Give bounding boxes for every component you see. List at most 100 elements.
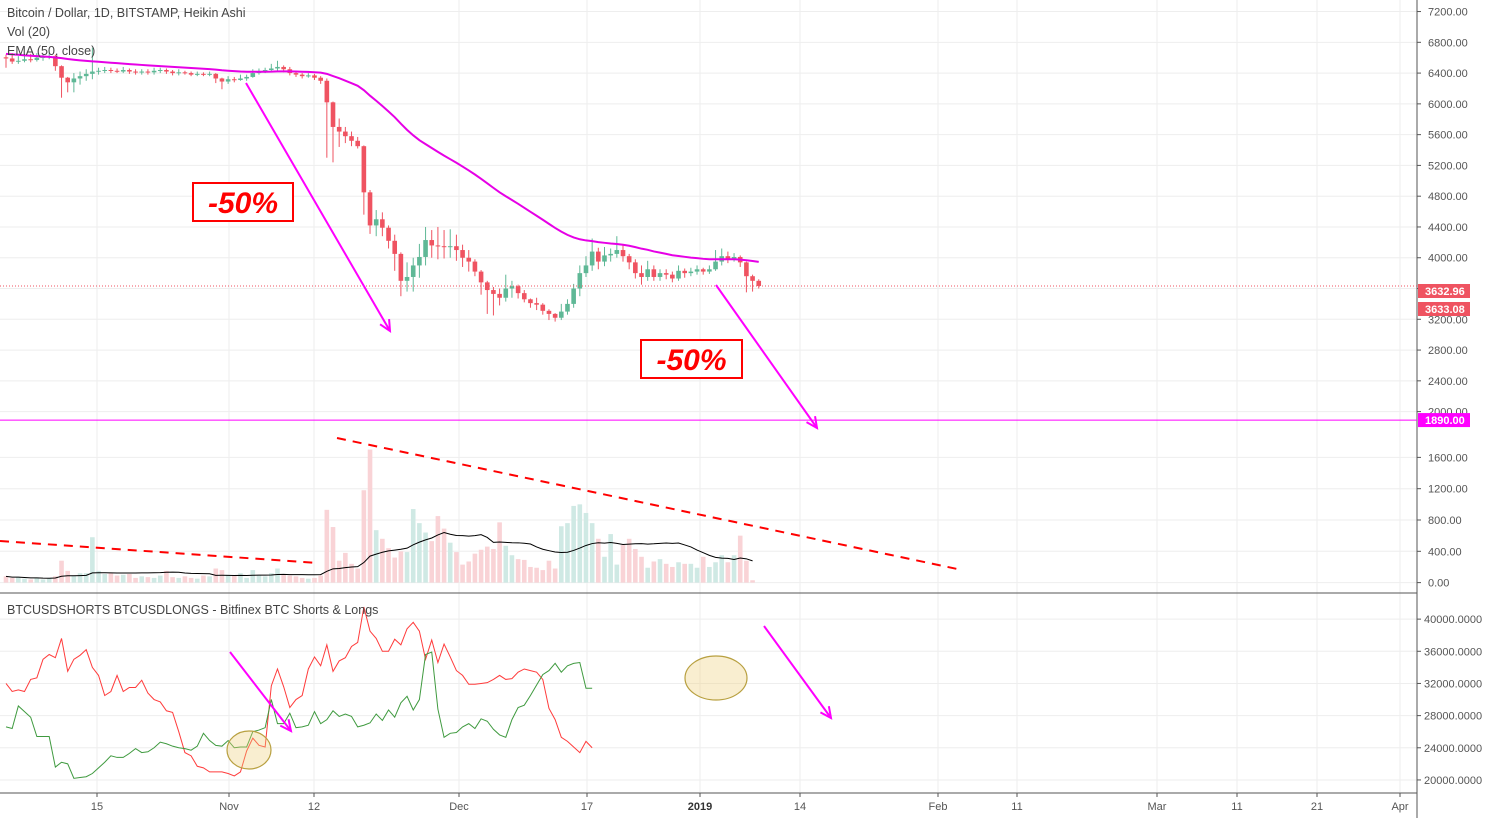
candle-body <box>213 73 219 79</box>
candle-body <box>441 246 447 248</box>
volume-bar <box>312 577 317 583</box>
volume-bar <box>521 559 527 583</box>
candle-body <box>497 293 502 298</box>
volume-bar <box>676 562 681 583</box>
volume-bar <box>207 576 212 583</box>
annotation-2: -50% <box>640 339 743 379</box>
volume-bar <box>435 516 441 583</box>
volume-bar <box>589 523 595 583</box>
candle-body <box>90 71 95 74</box>
candle-body <box>460 250 465 258</box>
candle-body <box>435 245 441 247</box>
candle-body <box>373 219 379 226</box>
candle-body <box>34 57 40 61</box>
candle-body <box>188 73 194 75</box>
crossover-circle-2 <box>684 655 748 701</box>
candle-body <box>380 219 385 228</box>
drawings: -50% -50% <box>0 82 1417 770</box>
volume-bar <box>225 574 231 583</box>
volume-bar <box>318 575 323 583</box>
candle-body <box>9 58 15 62</box>
time-tick-label: Dec <box>449 801 469 813</box>
candle-body <box>201 73 206 75</box>
volume-bar <box>3 576 9 583</box>
volume-tick-label: 0.00 <box>1428 578 1449 590</box>
volume-bar <box>361 490 367 583</box>
volume-bar <box>22 578 27 583</box>
candle-body <box>96 70 101 72</box>
candle-body <box>151 70 157 73</box>
candle-body <box>546 310 552 314</box>
candle-body <box>65 77 70 83</box>
candle-body <box>22 59 27 61</box>
volume-bar <box>423 532 428 583</box>
volume-bar <box>34 577 40 583</box>
volume-bar <box>429 541 435 583</box>
volume-bar <box>83 573 89 583</box>
volume-bar <box>349 563 354 583</box>
time-tick-label: 11 <box>1231 801 1242 813</box>
volume-bar <box>454 552 459 583</box>
candle-body <box>349 136 354 141</box>
volume-bar <box>583 512 589 583</box>
volume-bar <box>114 575 120 583</box>
volume-bar <box>626 538 632 583</box>
volume-bar <box>133 577 138 583</box>
volume-bar <box>90 537 95 583</box>
volume-bar <box>71 575 77 583</box>
volume-bar <box>602 556 607 583</box>
volume-bar <box>330 527 336 583</box>
price-tick-label: 2400.00 <box>1428 376 1468 388</box>
indicator-tick-label: 36000.0000 <box>1424 646 1482 658</box>
volume-bar <box>657 559 663 583</box>
candle-body <box>700 269 706 272</box>
candle-body <box>386 227 391 241</box>
crossover-circle-1 <box>226 730 272 770</box>
volume-bar <box>744 560 749 583</box>
shorts-line <box>5 606 593 777</box>
candle-body <box>108 70 114 72</box>
volume-bar <box>9 577 15 583</box>
candle-body <box>750 276 755 281</box>
candles <box>3 47 762 322</box>
volume-bar <box>534 567 539 583</box>
candle-body <box>528 299 533 304</box>
volume-bar <box>65 570 70 583</box>
volume-bar <box>466 561 472 583</box>
last-price-badge-text: 3633.08 <box>1425 304 1465 316</box>
indicator-tick-label: 20000.0000 <box>1424 775 1482 787</box>
volume-bar <box>614 564 620 583</box>
volume-bar <box>719 555 725 583</box>
candle-body <box>28 59 33 61</box>
legend-volume: Vol (20) <box>7 25 51 39</box>
candle-body <box>231 79 237 81</box>
annotation-box <box>192 182 294 222</box>
time-tick-label: Mar <box>1148 801 1167 813</box>
candle-body <box>577 273 583 289</box>
annotation-box <box>640 339 743 379</box>
volume-bar <box>404 552 410 583</box>
candle-body <box>336 126 342 132</box>
volume-bar <box>275 568 280 583</box>
volume-bar <box>645 567 650 583</box>
candle-body <box>725 256 731 260</box>
candle-body <box>565 303 570 312</box>
candle-body <box>478 271 484 283</box>
last-close-badge: 3632.96 <box>1418 284 1470 298</box>
candle-body <box>676 270 681 279</box>
volume-bar <box>528 566 533 583</box>
volume-bar <box>565 523 570 583</box>
indicator-tick-label: 32000.0000 <box>1424 678 1482 690</box>
candle-body <box>410 265 416 277</box>
candle-body <box>367 192 373 226</box>
volume-bar <box>694 567 700 583</box>
volume-trendline-1 <box>0 540 319 564</box>
candle-body <box>16 60 21 62</box>
candle-body <box>639 273 644 277</box>
axes: 7200.00 6800.00 6400.00 6000.00 5600.00 5200.… <box>91 7 1482 813</box>
volume-bar <box>546 560 552 583</box>
candle-body <box>657 273 663 277</box>
candle-body <box>589 251 595 266</box>
volume-tick-label: 1600.00 <box>1428 452 1468 464</box>
